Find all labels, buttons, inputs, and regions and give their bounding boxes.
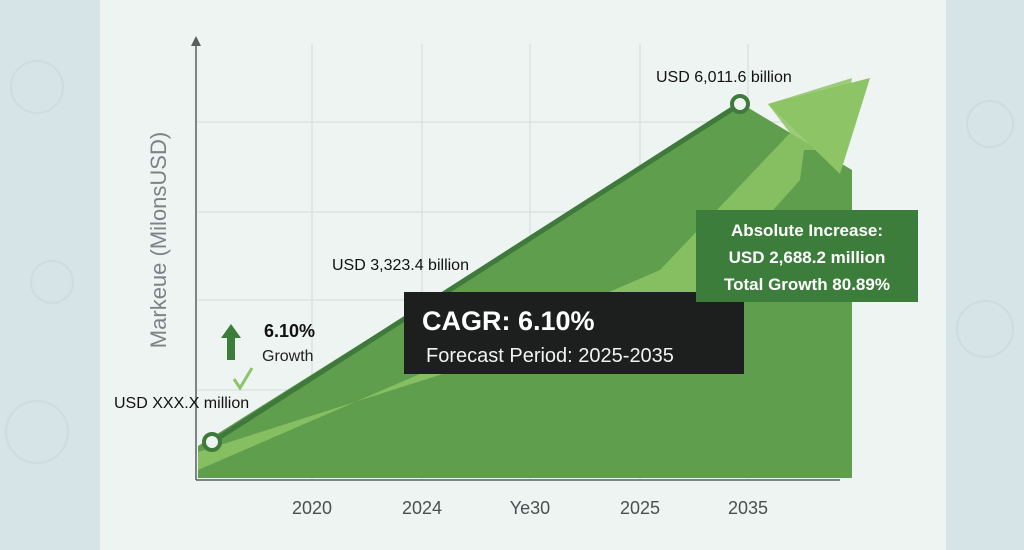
decorative-circle [30,260,74,304]
market-chart: Markeue (MilonsUSD) 2020 2024 Ye30 2025 2035… [114,36,918,518]
data-point-labels: USD XXX.X million USD 3,323.4 billion USD … [114,69,792,412]
left-background-panel [0,0,100,550]
absolute-line-3: Total Growth 80.89% [724,275,890,294]
chart-card: Markeue (MilonsUSD) 2020 2024 Ye30 2025 2035… [100,0,946,550]
cagr-box-background [404,292,744,374]
decorative-circle [10,60,64,114]
absolute-box-background [696,210,918,302]
x-tick-label: Ye30 [510,498,550,518]
decorative-circle [5,400,69,464]
cagr-title: CAGR: 6.10% [422,306,595,336]
absolute-line-2: USD 2,688.2 million [729,248,886,267]
x-tick-label: 2035 [728,498,768,518]
decorative-circle [956,300,1014,358]
cagr-subtitle: Forecast Period: 2025-2035 [426,345,674,367]
data-point [730,94,750,114]
trend-line [210,101,742,445]
data-point-label: USD 6,011.6 billion [656,69,792,86]
growth-arrow-head [768,78,870,174]
y-axis-arrow [191,36,201,46]
data-point-label: USD XXX.X million [114,395,249,412]
right-background-panel [946,0,1024,550]
data-point-label: USD 3,323.4 billion [332,257,469,274]
data-points [202,94,750,452]
area-dark [198,104,852,478]
absolute-increase-box: Absolute Increase: USD 2,688.2 million T… [696,210,918,302]
cagr-box: CAGR: 6.10% Forecast Period: 2025-2035 [404,292,744,374]
growth-word: Growth [262,348,314,365]
x-tick-label: 2025 [620,498,660,518]
x-tick-label: 2020 [292,498,332,518]
growth-badge: 6.10% Growth [221,321,315,391]
up-arrow-icon [221,324,241,360]
y-axis-label: Markeue (MilonsUSD) [146,132,171,348]
check-icon [232,367,254,391]
decorative-circle [966,100,1014,148]
x-tick-labels: 2020 2024 Ye30 2025 2035 [292,498,768,518]
data-point [202,432,222,452]
absolute-line-1: Absolute Increase: [731,221,883,240]
x-tick-label: 2024 [402,498,442,518]
growth-percent: 6.10% [264,321,315,341]
